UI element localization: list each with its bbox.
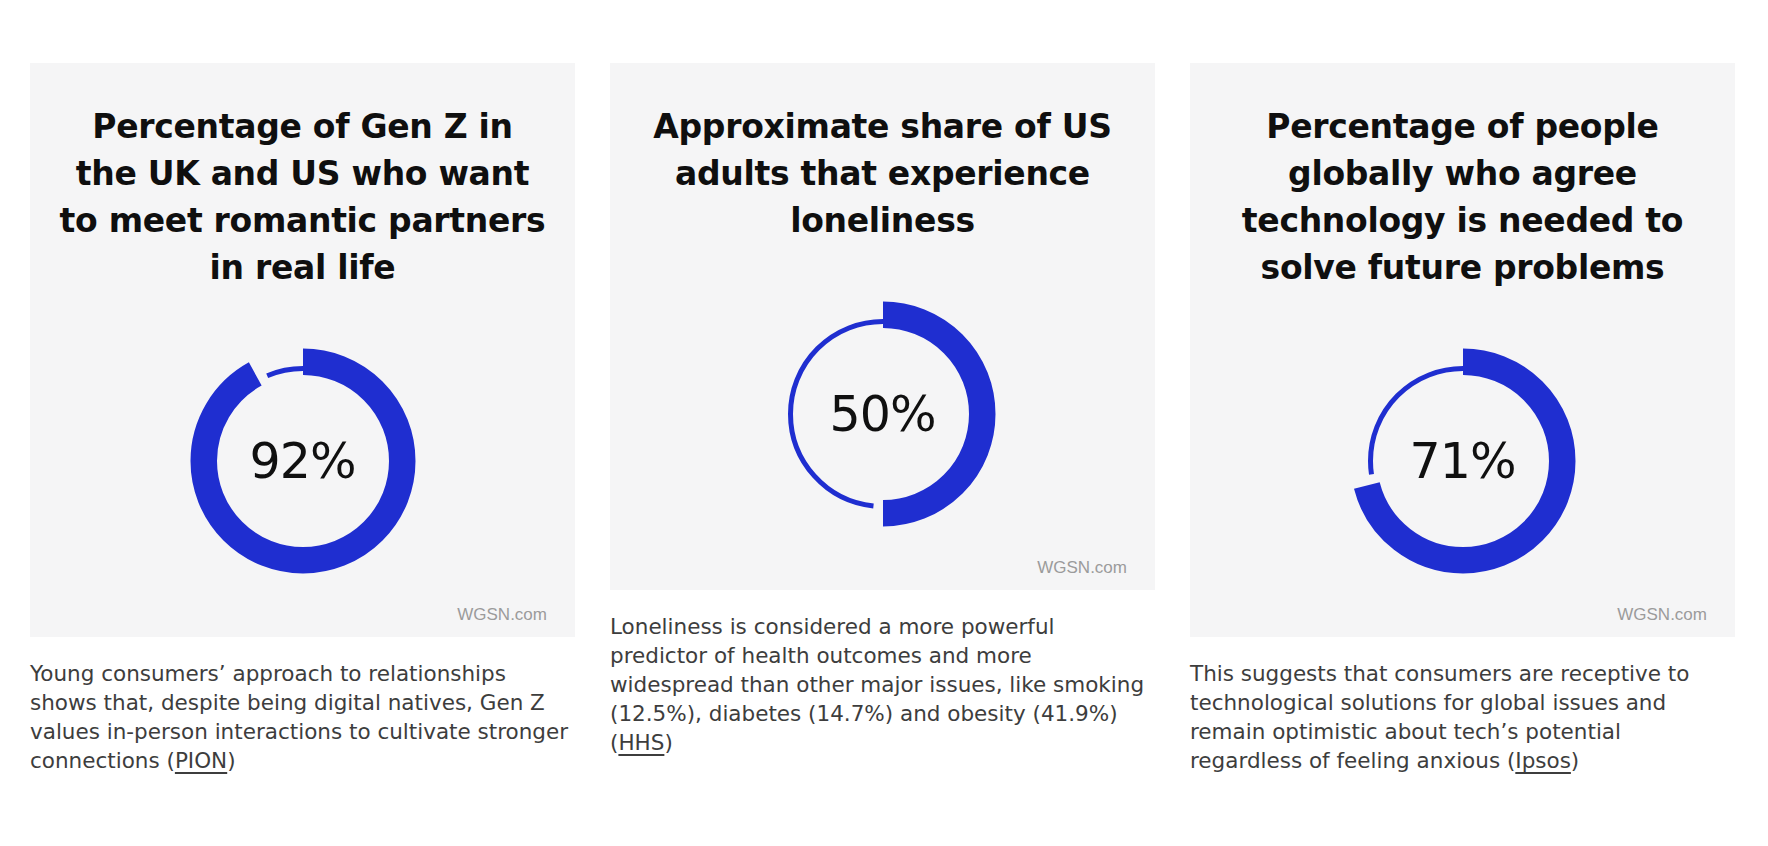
source-link[interactable]: Ipsos — [1515, 748, 1571, 773]
donut-chart: 50% — [765, 296, 1001, 532]
card-title: Percentage of Gen Z in the UK and US who… — [58, 103, 547, 291]
caption-text: ) — [1571, 748, 1579, 773]
donut-percent-label: 71% — [1345, 343, 1581, 579]
stat-column-loneliness: Approximate share of US adults that expe… — [610, 63, 1155, 757]
source-link[interactable]: PION — [175, 748, 227, 773]
stats-row: Percentage of Gen Z in the UK and US who… — [0, 0, 1768, 775]
caption-text: Loneliness is considered a more powerful… — [610, 614, 1144, 755]
donut-chart: 71% — [1345, 343, 1581, 579]
source-attribution: WGSN.com — [638, 532, 1127, 578]
caption-text: ) — [227, 748, 235, 773]
caption-text: This suggests that consumers are recepti… — [1190, 661, 1689, 773]
card-title: Approximate share of US adults that expe… — [638, 103, 1127, 244]
card-caption: This suggests that consumers are recepti… — [1190, 659, 1735, 775]
source-link[interactable]: HHS — [618, 730, 664, 755]
card-title: Percentage of people globally who agree … — [1218, 103, 1707, 291]
stat-card: Approximate share of US adults that expe… — [610, 63, 1155, 590]
source-attribution: WGSN.com — [1218, 579, 1707, 625]
card-caption: Loneliness is considered a more powerful… — [610, 612, 1155, 757]
caption-text: Young consumers’ approach to relationshi… — [30, 661, 568, 773]
donut-chart: 92% — [185, 343, 421, 579]
stat-column-technology: Percentage of people globally who agree … — [1190, 63, 1735, 775]
stat-card: Percentage of Gen Z in the UK and US who… — [30, 63, 575, 637]
card-caption: Young consumers’ approach to relationshi… — [30, 659, 575, 775]
donut-percent-label: 92% — [185, 343, 421, 579]
stat-column-genz: Percentage of Gen Z in the UK and US who… — [30, 63, 575, 775]
caption-text: ) — [664, 730, 672, 755]
stat-card: Percentage of people globally who agree … — [1190, 63, 1735, 637]
donut-percent-label: 50% — [765, 296, 1001, 532]
source-attribution: WGSN.com — [58, 579, 547, 625]
